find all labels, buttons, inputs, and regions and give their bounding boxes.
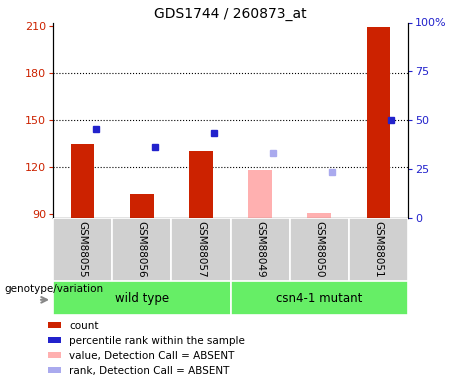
Text: genotype/variation: genotype/variation [5,284,104,294]
Bar [130,194,154,217]
Bar [366,27,390,218]
Bar [112,217,171,281]
Title: GDS1744 / 260873_at: GDS1744 / 260873_at [154,8,307,21]
Bar [230,281,408,315]
Bar [171,217,230,281]
Bar [230,217,290,281]
Text: percentile rank within the sample: percentile rank within the sample [69,336,245,346]
Bar [248,170,272,217]
Bar [53,217,112,281]
Bar [290,217,349,281]
Bar [53,281,230,315]
Bar [48,338,61,343]
Text: wild type: wild type [115,292,169,304]
Text: csn4-1 mutant: csn4-1 mutant [276,292,362,304]
Bar [307,213,331,217]
Text: rank, Detection Call = ABSENT: rank, Detection Call = ABSENT [69,366,230,375]
Text: GSM88057: GSM88057 [196,220,206,278]
Text: GSM88051: GSM88051 [373,220,384,278]
Bar [349,217,408,281]
Text: GSM88049: GSM88049 [255,220,265,278]
Bar [189,152,213,217]
Text: value, Detection Call = ABSENT: value, Detection Call = ABSENT [69,351,235,361]
Text: GSM88050: GSM88050 [314,220,324,277]
Text: GSM88056: GSM88056 [137,220,147,278]
Bar [71,144,95,218]
Bar [48,368,61,373]
Bar [48,352,61,358]
Text: GSM88055: GSM88055 [77,220,88,278]
Text: count: count [69,321,99,331]
Bar [48,322,61,328]
